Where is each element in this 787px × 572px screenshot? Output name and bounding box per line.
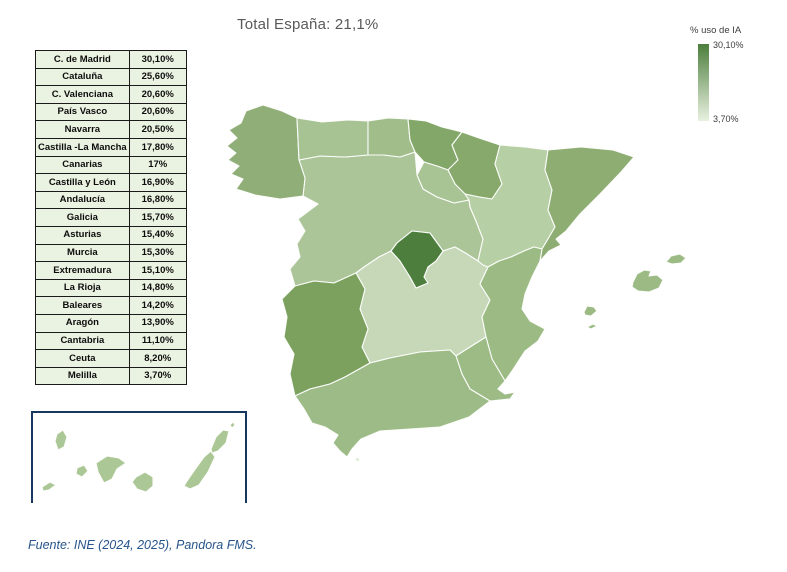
- region-value-cell: 20,50%: [128, 120, 187, 139]
- region-name-cell: Cataluña: [35, 67, 130, 87]
- table-row: Aragón 13,90%: [35, 313, 187, 333]
- region-name-cell: Navarra: [35, 120, 130, 139]
- table-row: País Vasco 20,60%: [35, 102, 187, 122]
- table-row: Cantabria 11,10%: [35, 331, 187, 351]
- canary-inset-box: [31, 411, 247, 503]
- region-name-cell: Galicia: [35, 208, 130, 227]
- region-value-cell: 8,20%: [128, 349, 187, 368]
- region-value-cell: 17,80%: [128, 137, 187, 157]
- region-ibiza: [583, 305, 598, 317]
- table-row: C. Valenciana 20,60%: [35, 85, 187, 104]
- region-name-cell: Castilla -La Mancha: [35, 137, 130, 157]
- legend-gradient-bar: [698, 44, 709, 121]
- region-asturias: [296, 117, 369, 161]
- table-row: Castilla y León 16,90%: [35, 173, 187, 192]
- region-formentera: [586, 323, 598, 330]
- region-name-cell: Baleares: [35, 296, 130, 315]
- region-value-cell: 14,80%: [128, 278, 187, 298]
- table-row: Ceuta 8,20%: [35, 349, 187, 368]
- region-name-cell: Aragón: [35, 313, 130, 333]
- table-row: Extremadura 15,10%: [35, 261, 187, 280]
- legend-min-label: 3,70%: [713, 114, 739, 124]
- region-value-cell: 14,20%: [128, 296, 187, 315]
- region-name-cell: Extremadura: [35, 261, 130, 280]
- region-el-hierro: [41, 481, 57, 492]
- table-row: Canarias 17%: [35, 155, 187, 175]
- table-row: Navarra 20,50%: [35, 120, 187, 139]
- region-value-cell: 17%: [128, 155, 187, 175]
- region-name-cell: Andalucía: [35, 190, 130, 210]
- region-name-cell: País Vasco: [35, 102, 130, 122]
- region-lanzarote: [210, 429, 230, 454]
- region-value-cell: 13,90%: [128, 313, 187, 333]
- region-fuerteventura: [183, 450, 216, 490]
- region-name-cell: Ceuta: [35, 349, 130, 368]
- region-menorca: [665, 253, 687, 265]
- region-tenerife: [95, 455, 127, 484]
- legend-title: % uso de IA: [690, 25, 742, 36]
- region-la-gomera: [75, 464, 89, 478]
- table-row: Galicia 15,70%: [35, 208, 187, 227]
- source-note: Fuente: INE (2024, 2025), Pandora FMS.: [28, 538, 257, 552]
- region-name-cell: Murcia: [35, 243, 130, 263]
- region-name-cell: C. de Madrid: [35, 50, 130, 69]
- region-value-cell: 20,60%: [128, 85, 187, 104]
- region-data-table: C. de Madrid 30,10% Cataluña 25,60% C. Valen…: [35, 50, 187, 386]
- region-name-cell: Cantabria: [35, 331, 130, 351]
- table-row: Baleares 14,20%: [35, 296, 187, 315]
- region-name-cell: Castilla y León: [35, 173, 130, 192]
- region-gran-canaria: [131, 471, 154, 493]
- region-value-cell: 15,10%: [128, 261, 187, 280]
- table-row: Andalucía 16,80%: [35, 190, 187, 210]
- table-row: Melilla 3,70%: [35, 366, 187, 386]
- region-value-cell: 15,70%: [128, 208, 187, 227]
- region-madrid: [390, 230, 444, 289]
- region-value-cell: 20,60%: [128, 102, 187, 122]
- region-andalucia: [294, 349, 491, 458]
- region-table-body: C. de Madrid 30,10% Cataluña 25,60% C. Valen…: [35, 50, 187, 386]
- region-name-cell: C. Valenciana: [35, 85, 130, 104]
- region-name-cell: Canarias: [35, 155, 130, 175]
- region-value-cell: 15,30%: [128, 243, 187, 263]
- region-value-cell: 16,80%: [128, 190, 187, 210]
- table-row: Asturias 15,40%: [35, 225, 187, 245]
- region-cataluna: [539, 146, 635, 262]
- table-row: Murcia 15,30%: [35, 243, 187, 263]
- legend-max-label: 30,10%: [713, 40, 744, 50]
- region-value-cell: 30,10%: [128, 50, 187, 69]
- table-row: Cataluña 25,60%: [35, 67, 187, 87]
- region-value-cell: 3,70%: [128, 366, 187, 386]
- table-row: Castilla -La Mancha 17,80%: [35, 137, 187, 157]
- table-row: La Rioja 14,80%: [35, 278, 187, 298]
- region-value-cell: 25,60%: [128, 67, 187, 87]
- region-name-cell: Asturias: [35, 225, 130, 245]
- region-mallorca: [631, 269, 664, 293]
- region-value-cell: 11,10%: [128, 331, 187, 351]
- region-value-cell: 16,90%: [128, 173, 187, 192]
- region-name-cell: Melilla: [35, 366, 130, 386]
- region-la-palma: [54, 429, 68, 451]
- region-name-cell: La Rioja: [35, 278, 130, 298]
- region-galicia: [226, 104, 306, 200]
- region-la-rioja: [416, 161, 470, 204]
- region-lanzarote-islet: [229, 421, 236, 429]
- region-ceuta: [354, 456, 361, 463]
- page-title: Total España: 21,1%: [237, 16, 379, 33]
- region-value-cell: 15,40%: [128, 225, 187, 245]
- table-row: C. de Madrid 30,10%: [35, 50, 187, 69]
